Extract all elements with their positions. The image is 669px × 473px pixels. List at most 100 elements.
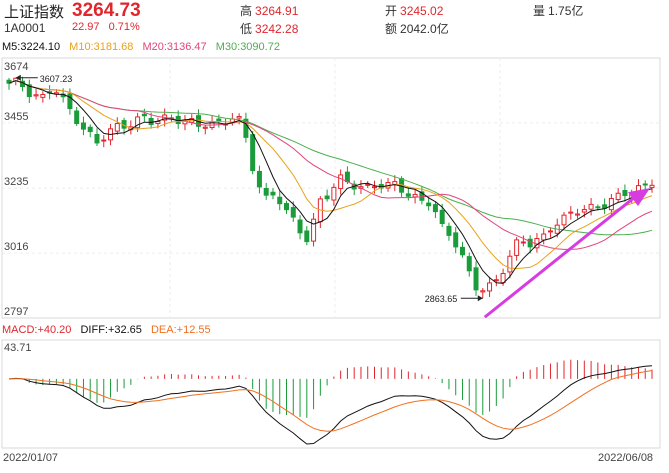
candle-body [87, 126, 93, 133]
candle-body [277, 196, 283, 205]
trend-arrow-head [628, 188, 650, 207]
candle-body [365, 183, 371, 186]
amount-label: 额 [385, 22, 398, 36]
candle-body [94, 134, 100, 144]
quote-header: 上证指数 1A0001 3264.73 22.97 0.71% 高 3264.91… [0, 0, 669, 40]
candle-body [595, 206, 601, 209]
candle-body [290, 207, 296, 218]
candle-body [432, 204, 438, 213]
candle-body [67, 93, 73, 110]
candle-body [608, 198, 614, 211]
candle-body [588, 203, 594, 210]
candle-body [541, 233, 547, 241]
ma5-line [8, 80, 653, 284]
open-label: 开 [385, 4, 398, 18]
candle-body [453, 232, 459, 248]
high-value: 3264.91 [255, 4, 299, 18]
high-pointer-head [15, 74, 21, 81]
candle-body [561, 214, 567, 226]
candle-body [284, 203, 290, 211]
candle-body [80, 122, 86, 130]
y-tick-label: 3674 [4, 61, 28, 73]
y-tick-label: 3016 [4, 241, 28, 253]
last-price: 3264.73 [72, 0, 141, 21]
ma-legend: M5:3224.10 M10:3181.68 M20:3136.47 M30:3… [2, 41, 286, 53]
candle-body [439, 209, 445, 224]
index-code: 1A0001 [4, 21, 46, 35]
diff-legend-value: DIFF:+32.65 [80, 324, 142, 336]
price-change: 22.97 0.71% [72, 21, 146, 33]
low-pointer-head [477, 295, 483, 302]
ma20-legend: M20:3136.47 [142, 41, 207, 53]
high-label: 高 [240, 4, 253, 18]
dea-line [8, 370, 653, 432]
candle-body [324, 195, 330, 200]
low-annotation: 2863.65 [425, 294, 458, 304]
macd-legend-value: MACD:+40.20 [2, 324, 72, 336]
candle-body [114, 123, 120, 132]
ma5-legend: M5:3224.10 [2, 41, 61, 53]
y-tick-label: 3235 [4, 176, 28, 188]
macd-top-label: 43.71 [4, 342, 32, 354]
candle-body [371, 186, 377, 189]
candle-body [581, 209, 587, 213]
candle-body [649, 184, 655, 189]
candle-body [493, 279, 499, 282]
candle-body [507, 255, 513, 273]
index-name: 上证指数 [4, 4, 65, 21]
volume-label: 量 [533, 4, 546, 18]
candle-body [202, 126, 208, 129]
candle-body [338, 174, 344, 190]
candle-body [487, 282, 493, 292]
candle-body [459, 246, 465, 256]
candle-body [426, 202, 432, 207]
candle-body [263, 187, 269, 196]
candle-body [304, 230, 310, 243]
candle-body [297, 219, 303, 234]
change-percent: 0.71% [108, 21, 140, 33]
end-date: 2022/06/08 [598, 452, 654, 464]
candle-body [40, 94, 46, 98]
candle-body [615, 192, 621, 201]
candle-body [575, 213, 581, 216]
candle-body [311, 218, 317, 242]
ma20-line [8, 80, 653, 250]
trend-arrow [483, 194, 637, 319]
candle-body [243, 118, 249, 138]
candle-body [33, 94, 39, 97]
candle-body [520, 241, 526, 244]
change-value: 22.97 [72, 21, 100, 33]
candle-body [270, 191, 276, 196]
volume-stat: 量 1.75亿 [533, 2, 583, 19]
amount-stat: 额 2042.0亿 [385, 20, 449, 37]
y-tick-label: 3455 [4, 111, 28, 123]
candle-body [148, 118, 154, 125]
dea-legend-value: DEA:+12.55 [150, 324, 211, 336]
start-date: 2022/01/07 [3, 452, 59, 464]
ma10-line [8, 80, 653, 270]
candle-body [331, 186, 337, 201]
candle-body [568, 211, 574, 214]
candle-body [26, 84, 32, 98]
candle-body [405, 193, 411, 197]
diff-line [8, 365, 653, 445]
candle-body [622, 190, 628, 196]
open-stat: 开 3245.02 [385, 2, 443, 19]
candle-body [101, 139, 107, 142]
macd-frame [1, 339, 661, 449]
amount-value: 2042.0亿 [400, 22, 449, 36]
candle-body [74, 110, 80, 124]
volume-value: 1.75亿 [548, 4, 584, 18]
ma10-legend: M10:3181.68 [69, 41, 134, 53]
candle-body [547, 230, 553, 233]
candle-body [527, 238, 533, 248]
y-tick-label: 2797 [4, 306, 28, 318]
low-stat: 低 3242.28 [240, 20, 298, 37]
low-label: 低 [240, 22, 253, 36]
high-annotation: 3607.23 [40, 74, 73, 84]
candle-body [135, 116, 141, 129]
ma30-legend: M30:3090.72 [215, 41, 280, 53]
low-value: 3242.28 [255, 22, 299, 36]
ma30-line [8, 80, 653, 236]
